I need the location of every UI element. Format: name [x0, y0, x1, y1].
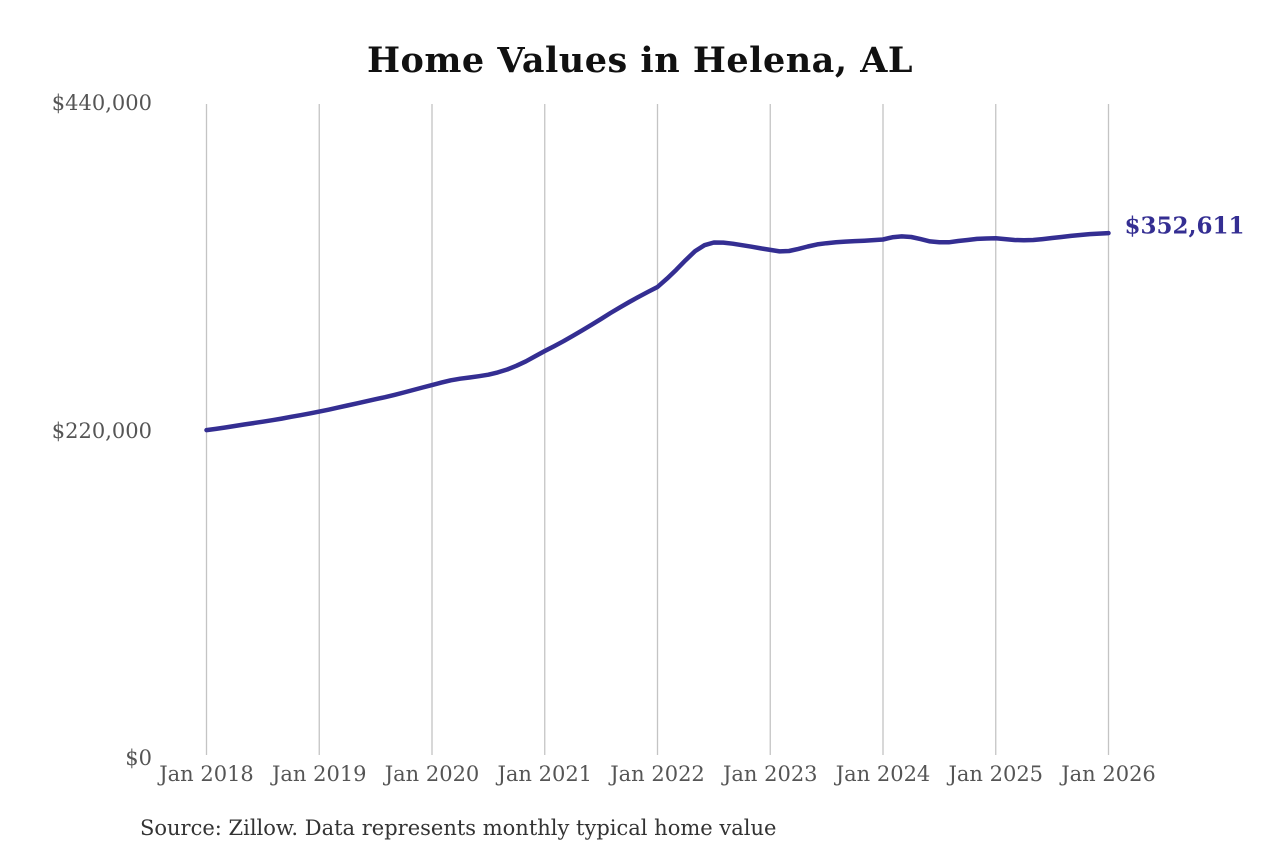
x-tick-label: Jan 2018	[159, 762, 254, 786]
x-tick-label: Jan 2025	[948, 762, 1044, 786]
x-tick-label: Jan 2023	[722, 762, 818, 786]
x-tick-label: Jan 2024	[835, 762, 931, 786]
y-tick-label: $0	[125, 746, 152, 770]
x-tick-label: Jan 2026	[1061, 762, 1156, 786]
vertical-gridlines	[205, 104, 1110, 755]
x-tick-label: Jan 2020	[384, 762, 480, 786]
x-tick-label: Jan 2021	[497, 762, 593, 786]
x-tick-label: Jan 2022	[610, 762, 705, 786]
source-note: Source: Zillow. Data represents monthly …	[140, 816, 777, 840]
y-tick-label: $440,000	[51, 91, 152, 115]
home-value-line	[204, 230, 1111, 433]
end-value-label: $352,611	[1124, 212, 1245, 240]
y-tick-label: $220,000	[51, 418, 152, 443]
chart-title: Home Values in Helena, AL	[366, 40, 913, 81]
x-tick-label: Jan 2019	[271, 762, 367, 786]
